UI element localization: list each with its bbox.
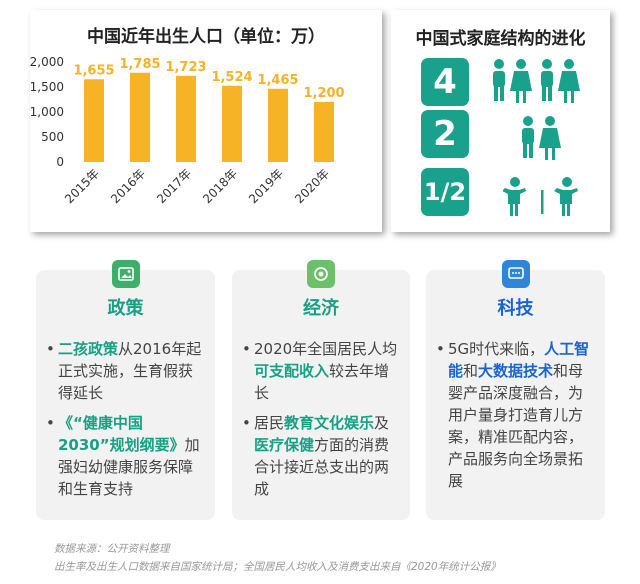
bar-2015年: [84, 79, 104, 162]
economy-item-2: 居民教育文化娱乐及医疗保健方面的消费合计接近总支出的两成: [242, 412, 398, 500]
economy-item-2-text-b: 及: [374, 414, 390, 432]
data-label: 1,655: [73, 63, 114, 78]
data-label: 1,200: [303, 86, 344, 101]
source-line-1: 数据来源：公开资料整理: [54, 543, 170, 555]
data-label: 1,465: [257, 73, 298, 88]
tech-item-1-highlight-1: 人工智能: [448, 340, 590, 380]
economy-item-2-highlight-2: 医疗保健: [254, 436, 315, 454]
x-tick-label: 2018年: [200, 166, 240, 206]
x-tick-label: 2017年: [154, 166, 194, 206]
tech-list: 5G时代来临，人工智能和大数据技术和母婴产品深度融合，为用户量身打造育儿方案，精…: [436, 338, 593, 500]
source-line-2: 出生率及出生人口数据来自国家统计局；全国居民人均收入及消费支出来自《2020年统…: [54, 561, 501, 573]
policy-item-1-text: 从2016年起正式实施，生育假获得延长: [58, 340, 202, 402]
x-tick-label: 2019年: [246, 166, 286, 206]
economy-item-2-text-c: 方面的消费合计接近总支出的两成: [254, 436, 390, 498]
image-icon: [111, 260, 140, 288]
bar-2016年: [130, 72, 150, 162]
number-badge-4: 4: [421, 58, 469, 106]
chart-title: 中国近年出生人口（单位：万）: [87, 27, 325, 47]
camera-icon: [307, 260, 335, 288]
tech-item-1-highlight-2: 大数据技术: [478, 362, 554, 380]
economy-title: 经济: [303, 298, 339, 319]
y-tick-label: 0: [56, 155, 64, 169]
data-label: 1,723: [165, 60, 206, 75]
policy-item-2-highlight: 《“健康中国2030”规划纲要》: [58, 414, 185, 454]
policy-item-2-text: 加强妇幼健康服务保障和生育支持: [58, 436, 200, 498]
four-adults-icon: [493, 59, 580, 103]
economy-item-2-highlight-1: 教育文化娱乐: [284, 414, 375, 432]
tech-card: 科技 5G时代来临，人工智能和大数据技术和母婴产品深度融合，为用户量身打造育儿方…: [426, 260, 605, 520]
economy-item-1-text-a: 2020年全国居民人均: [254, 340, 398, 358]
family-title: 中国式家庭结构的进化: [415, 29, 586, 49]
policy-card: 政策 二孩政策从2016年起正式实施，生育假获得延长 《“健康中国2030”规划…: [36, 260, 215, 520]
policy-title: 政策: [107, 298, 144, 319]
tech-item-1-text-a: 5G时代来临，: [448, 340, 545, 358]
y-tick-label: 2,000: [30, 55, 64, 69]
economy-list: 2020年全国居民人均可支配收入较去年增长 居民教育文化娱乐及医疗保健方面的消费…: [242, 338, 398, 508]
y-tick-label: 500: [41, 130, 64, 144]
economy-item-1-text-b: 较去年增长: [254, 362, 390, 402]
economy-item-1-highlight: 可支配收入: [254, 362, 330, 380]
two-parents-icon: [522, 116, 561, 160]
x-tick-label: 2015年: [62, 166, 102, 206]
birth-bar-chart: 2,000 1,500 1,000 500 0 1,655 2015年 1,785 2016年 1…: [30, 55, 345, 206]
tech-item-1: 5G时代来临，人工智能和大数据技术和母婴产品深度融合，为用户量身打造育儿方案，精…: [436, 338, 593, 492]
policy-item-2: 《“健康中国2030”规划纲要》加强妇幼健康服务保障和生育支持: [46, 412, 203, 500]
number-badge-2: 2: [421, 110, 469, 158]
policy-list: 二孩政策从2016年起正式实施，生育假获得延长 《“健康中国2030”规划纲要》…: [46, 338, 203, 508]
y-tick-label: 1,500: [30, 80, 64, 94]
policy-item-1: 二孩政策从2016年起正式实施，生育假获得延长: [46, 338, 203, 404]
family-structure-panel: 中国式家庭结构的进化 4 2 1/2: [391, 10, 610, 232]
economy-card: 经济 2020年全国居民人均可支配收入较去年增长 居民教育文化娱乐及医疗保健方面…: [232, 260, 410, 520]
policy-item-1-highlight: 二孩政策: [58, 340, 119, 358]
bar-2018年: [222, 85, 242, 162]
bar-2017年: [176, 75, 196, 162]
y-tick-label: 1,000: [30, 105, 64, 119]
bar-2019年: [268, 88, 288, 162]
x-tick-label: 2016年: [108, 166, 148, 206]
source-note: 数据来源：公开资料整理 出生率及出生人口数据来自国家统计局；全国居民人均收入及消…: [54, 540, 501, 576]
economy-item-1: 2020年全国居民人均可支配收入较去年增长: [242, 338, 398, 404]
number-badge-half: 1/2: [421, 168, 469, 216]
tech-item-1-text-b: 和: [463, 362, 479, 380]
chat-icon: [501, 260, 530, 288]
x-tick-label: 2020年: [292, 166, 332, 206]
economy-item-2-text-a: 居民: [254, 414, 285, 432]
birth-chart-panel: 中国近年出生人口（单位：万） 2,000 1,500 1,000 500 0 1,655 2…: [30, 10, 382, 232]
data-label: 1,785: [119, 57, 160, 72]
tech-item-1-text-c: 和母婴产品深度融合，为用户量身打造育儿方案，精准匹配内容，产品服务向全场景拓展: [448, 362, 584, 490]
bar-2020年: [314, 102, 334, 162]
one-or-two-children-icon: [503, 177, 578, 216]
data-label: 1,524: [211, 70, 252, 85]
tech-title: 科技: [497, 298, 534, 319]
